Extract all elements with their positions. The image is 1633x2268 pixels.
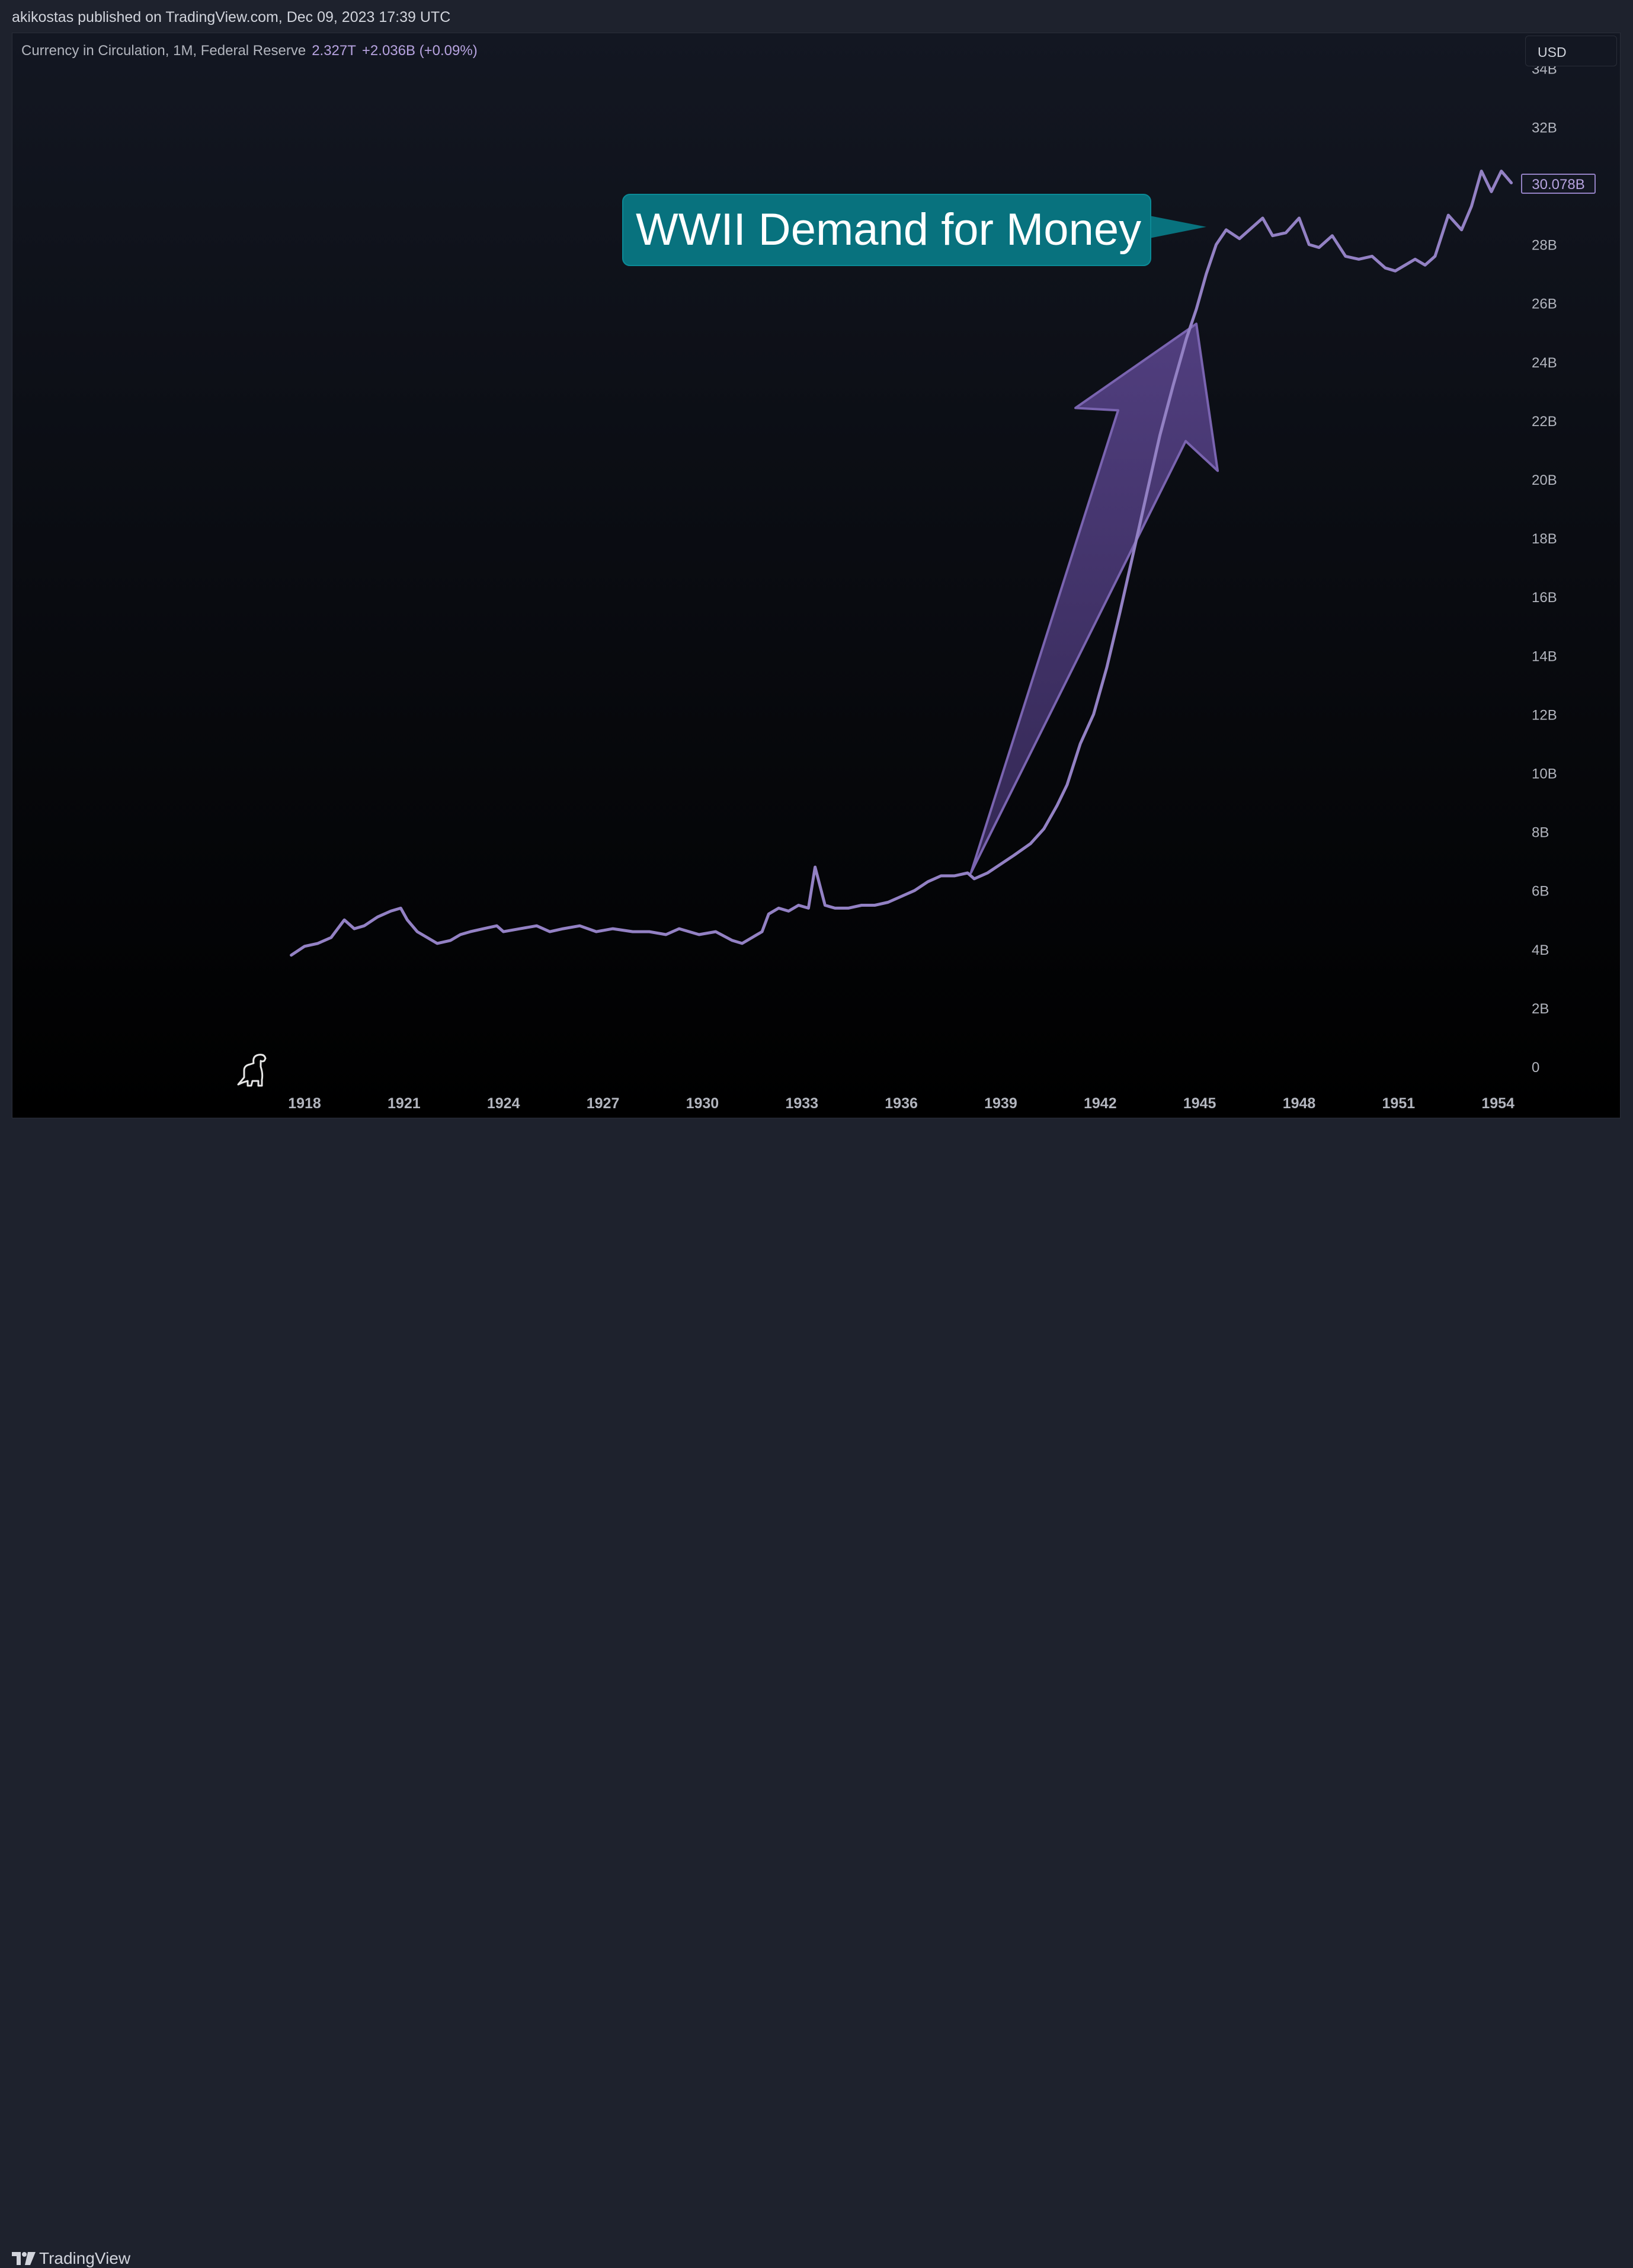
- tradingview-logo-icon: [12, 2252, 36, 2265]
- publish-bar: akikostas published on TradingView.com, …: [0, 0, 1633, 33]
- last-price-label: 30.078B: [1521, 174, 1596, 194]
- y-tick-label: 26B: [1532, 296, 1557, 312]
- arrow-shape: [969, 322, 1219, 874]
- y-tick-label: 28B: [1532, 238, 1557, 254]
- x-tick-label: 1927: [587, 1095, 620, 1112]
- y-tick-label: 32B: [1532, 120, 1557, 136]
- y-tick-label: 10B: [1532, 766, 1557, 782]
- dinosaur-icon: [237, 1054, 267, 1087]
- time-axis[interactable]: 1918 1921 1924 1927 1930 1933 1936 1939 1942 1945…: [288, 1095, 1514, 1112]
- x-tick-label: 1948: [1283, 1095, 1316, 1112]
- y-tick-label: 12B: [1532, 707, 1557, 723]
- x-tick-label: 1921: [388, 1095, 421, 1112]
- currency-selector[interactable]: USD: [1525, 36, 1617, 66]
- callout-text: WWII Demand for Money: [636, 204, 1141, 255]
- callout-box[interactable]: [622, 194, 1151, 266]
- tradingview-brand: TradingView: [39, 2249, 131, 2267]
- y-tick-label: 18B: [1532, 531, 1557, 547]
- last-price-value: 30.078B: [1532, 177, 1584, 193]
- x-tick-label: 1930: [686, 1095, 719, 1112]
- y-tick-label: 8B: [1532, 825, 1549, 841]
- x-tick-label: 1942: [1084, 1095, 1117, 1112]
- y-tick-label: 4B: [1532, 942, 1549, 958]
- series-name: Currency in Circulation, 1M, Federal Res…: [21, 43, 306, 59]
- arrow-drawing[interactable]: [969, 322, 1219, 874]
- callout-annotation[interactable]: WWII Demand for Money: [622, 194, 1206, 266]
- y-tick-label: 22B: [1532, 414, 1557, 430]
- x-tick-label: 1951: [1382, 1095, 1416, 1112]
- series-last-value: 2.327T: [312, 43, 356, 59]
- y-tick-label: 14B: [1532, 648, 1557, 664]
- y-tick-label: 0: [1532, 1060, 1539, 1076]
- x-tick-label: 1945: [1183, 1095, 1216, 1112]
- x-tick-label: 1939: [984, 1095, 1017, 1112]
- x-tick-label: 1933: [785, 1095, 818, 1112]
- x-tick-label: 1918: [288, 1095, 321, 1112]
- y-tick-label: 6B: [1532, 884, 1549, 900]
- x-tick-label: 1954: [1481, 1095, 1514, 1112]
- price-axis[interactable]: 0 2B 4B 6B 8B 10B 12B 14B 16B 18B 20B 22B 24B 26B 28B 3…: [1532, 61, 1557, 1076]
- chart-canvas[interactable]: 0 2B 4B 6B 8B 10B 12B 14B 16B 18B 20B 22B 24B 26B 28B 3…: [0, 0, 1633, 1160]
- x-tick-label: 1936: [885, 1095, 918, 1112]
- y-tick-label: 2B: [1532, 1001, 1549, 1017]
- series-legend[interactable]: Currency in Circulation, 1M, Federal Res…: [21, 43, 478, 59]
- x-tick-label: 1924: [487, 1095, 520, 1112]
- series-line: [290, 169, 1513, 957]
- publish-info: akikostas published on TradingView.com, …: [12, 9, 451, 25]
- y-tick-label: 16B: [1532, 590, 1557, 606]
- y-tick-label: 24B: [1532, 355, 1557, 371]
- series-change: +2.036B (+0.09%): [361, 43, 478, 59]
- callout-pointer: [1149, 216, 1206, 238]
- y-tick-label: 20B: [1532, 472, 1557, 488]
- footer-bar: TradingView: [0, 1119, 1633, 2267]
